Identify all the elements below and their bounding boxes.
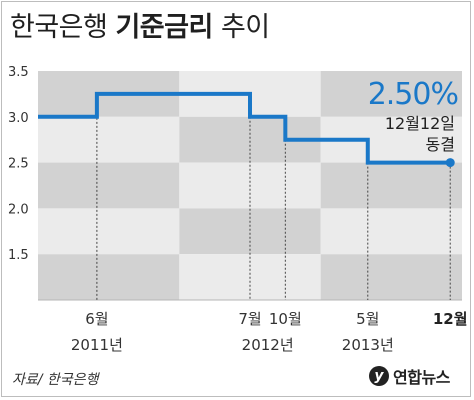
x-year-label: 2013년 <box>342 336 394 354</box>
y-tick-label: 1.5 <box>8 248 29 263</box>
annotation-group: 2.50% 12월12일 동결 <box>368 77 459 154</box>
rate-series-line <box>38 91 451 165</box>
x-month-label: 7월 <box>238 310 261 328</box>
chart-background-bands <box>38 71 462 301</box>
y-tick-label: 2.5 <box>8 157 29 172</box>
title-part-rate: 기준금리 <box>115 12 213 43</box>
grid-band-cell <box>179 208 321 255</box>
title-part-trend: 추이 <box>220 12 270 43</box>
grid-band-cell <box>38 116 180 163</box>
grid-band-cell <box>320 162 462 209</box>
y-tick-label: 2.0 <box>8 202 29 217</box>
publisher-logo-mark: y <box>369 366 389 386</box>
x-year-label: 2012년 <box>242 336 294 354</box>
drop-lines <box>96 93 451 300</box>
grid-band-cell <box>38 254 180 300</box>
x-year-label: 2011년 <box>71 336 123 354</box>
grid-band-cell <box>320 208 462 255</box>
grid-band-cell <box>38 208 180 255</box>
annotation-date: 12월12일 <box>385 114 455 133</box>
grid-band-cell <box>320 71 462 117</box>
source-note: 자료/ 한국은행 <box>12 372 99 388</box>
y-axis-ticks: 1.5 2.0 2.5 3.0 3.5 <box>8 65 29 263</box>
x-axis-labels: 6월 2011년 7월 10월 2012년 5월 2013년 12월 <box>71 310 468 354</box>
grid-band-cell <box>38 162 180 209</box>
chart-title: 한국은행 기준금리 추이 <box>10 8 270 48</box>
y-tick-label: 3.0 <box>8 111 29 126</box>
x-month-label: 6월 <box>85 310 108 328</box>
x-month-label: 10월 <box>269 310 302 328</box>
series-end-point <box>445 158 455 168</box>
title-part-bank: 한국은행 <box>10 12 108 43</box>
annotation-value: 2.50% <box>368 77 458 112</box>
publisher-logo-text: 연합뉴스 <box>393 368 450 387</box>
y-tick-label: 3.5 <box>8 65 29 80</box>
annotation-status: 동결 <box>426 135 455 154</box>
grid-band-cell <box>320 254 462 300</box>
publisher-logo: y 연합뉴스 <box>369 362 450 390</box>
x-month-label: 5월 <box>356 310 379 328</box>
x-month-label: 12월 <box>433 310 468 328</box>
